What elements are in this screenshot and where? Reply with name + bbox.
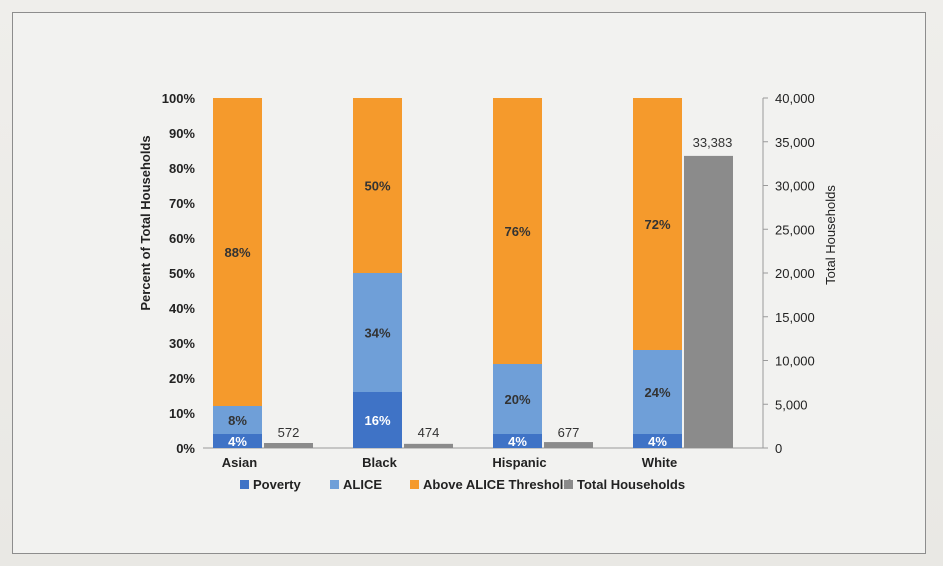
data-label: 4% <box>228 434 247 449</box>
data-label: 50% <box>364 179 390 194</box>
left-tick-label: 70% <box>169 196 195 211</box>
category-label: White <box>642 455 677 470</box>
bar-segment <box>633 434 682 448</box>
bar-segment <box>213 98 262 406</box>
y-axis-label: Percent of Total Households <box>138 135 153 310</box>
right-tick-label: 30,000 <box>775 179 815 194</box>
legend-label: Poverty <box>253 477 301 492</box>
data-label: 24% <box>644 385 670 400</box>
stacked-bar-chart: 0% 10% 20% 30% 40% 50% 60% 70% 80% 90% 100% 0 5,000… <box>138 91 838 492</box>
legend-swatch <box>330 480 339 489</box>
bar-segment <box>353 273 402 392</box>
legend-swatch <box>240 480 249 489</box>
data-label: 4% <box>508 434 527 449</box>
left-axis-ticks: 0% 10% 20% 30% 40% 50% 60% 70% 80% 90% 100% <box>162 91 196 456</box>
left-tick-label: 100% <box>162 91 196 106</box>
data-label: 34% <box>364 326 390 341</box>
right-tick-label: 35,000 <box>775 135 815 150</box>
right-tick-label: 0 <box>775 441 782 456</box>
legend-label: ALICE <box>343 477 382 492</box>
left-tick-label: 90% <box>169 126 195 141</box>
data-labels: 4% 8% 88% 572 16% 34% 50% 474 4% 20% 76% 677 4% 24% 72… <box>224 135 732 449</box>
bar-segment <box>633 98 682 350</box>
right-tick-label: 20,000 <box>775 266 815 281</box>
legend: Poverty ALICE Above ALICE Threshold Total H… <box>240 477 685 492</box>
legend-swatch <box>564 480 573 489</box>
bar-segment <box>493 364 542 434</box>
right-y-axis-label: Total Households <box>823 185 838 285</box>
left-tick-label: 30% <box>169 336 195 351</box>
legend-label: Above ALICE Threshold <box>423 477 571 492</box>
bar-segment <box>493 434 542 448</box>
legend-swatch <box>410 480 419 489</box>
households-label: 474 <box>418 425 440 440</box>
bars <box>213 98 733 448</box>
data-label: 20% <box>504 392 530 407</box>
households-label: 33,383 <box>693 135 733 150</box>
households-label: 572 <box>278 425 300 440</box>
households-bar <box>404 443 453 448</box>
data-label: 8% <box>228 413 247 428</box>
category-label: Hispanic <box>492 455 546 470</box>
right-axis-ticks: 0 5,000 10,000 15,000 20,000 25,000 30,000 35,0… <box>763 91 815 456</box>
households-bar <box>684 155 733 448</box>
right-tick-label: 40,000 <box>775 91 815 106</box>
right-tick-label: 25,000 <box>775 222 815 237</box>
category-labels: Asian Black Hispanic White <box>222 455 677 470</box>
category-label: Black <box>362 455 397 470</box>
category-label: Asian <box>222 455 257 470</box>
chart-frame: 0% 10% 20% 30% 40% 50% 60% 70% 80% 90% 100% 0 5,000… <box>12 12 926 554</box>
bar-segment <box>213 434 262 448</box>
left-tick-label: 60% <box>169 231 195 246</box>
left-tick-label: 0% <box>176 441 195 456</box>
data-label: 16% <box>364 413 390 428</box>
bar-segment <box>493 98 542 364</box>
bar-segment <box>353 98 402 273</box>
left-tick-label: 50% <box>169 266 195 281</box>
bar-segment <box>353 392 402 448</box>
data-label: 4% <box>648 434 667 449</box>
left-tick-label: 40% <box>169 301 195 316</box>
right-tick-label: 15,000 <box>775 310 815 325</box>
data-label: 88% <box>224 245 250 260</box>
right-tick-label: 5,000 <box>775 397 808 412</box>
data-label: 72% <box>644 217 670 232</box>
households-label: 677 <box>558 425 580 440</box>
households-bar <box>264 442 313 448</box>
legend-label: Total Households <box>577 477 685 492</box>
left-tick-label: 80% <box>169 161 195 176</box>
bar-segment <box>213 406 262 434</box>
bar-segment <box>633 350 682 434</box>
left-tick-label: 10% <box>169 406 195 421</box>
households-bar <box>544 442 593 448</box>
right-tick-label: 10,000 <box>775 354 815 369</box>
left-tick-label: 20% <box>169 371 195 386</box>
data-label: 76% <box>504 224 530 239</box>
